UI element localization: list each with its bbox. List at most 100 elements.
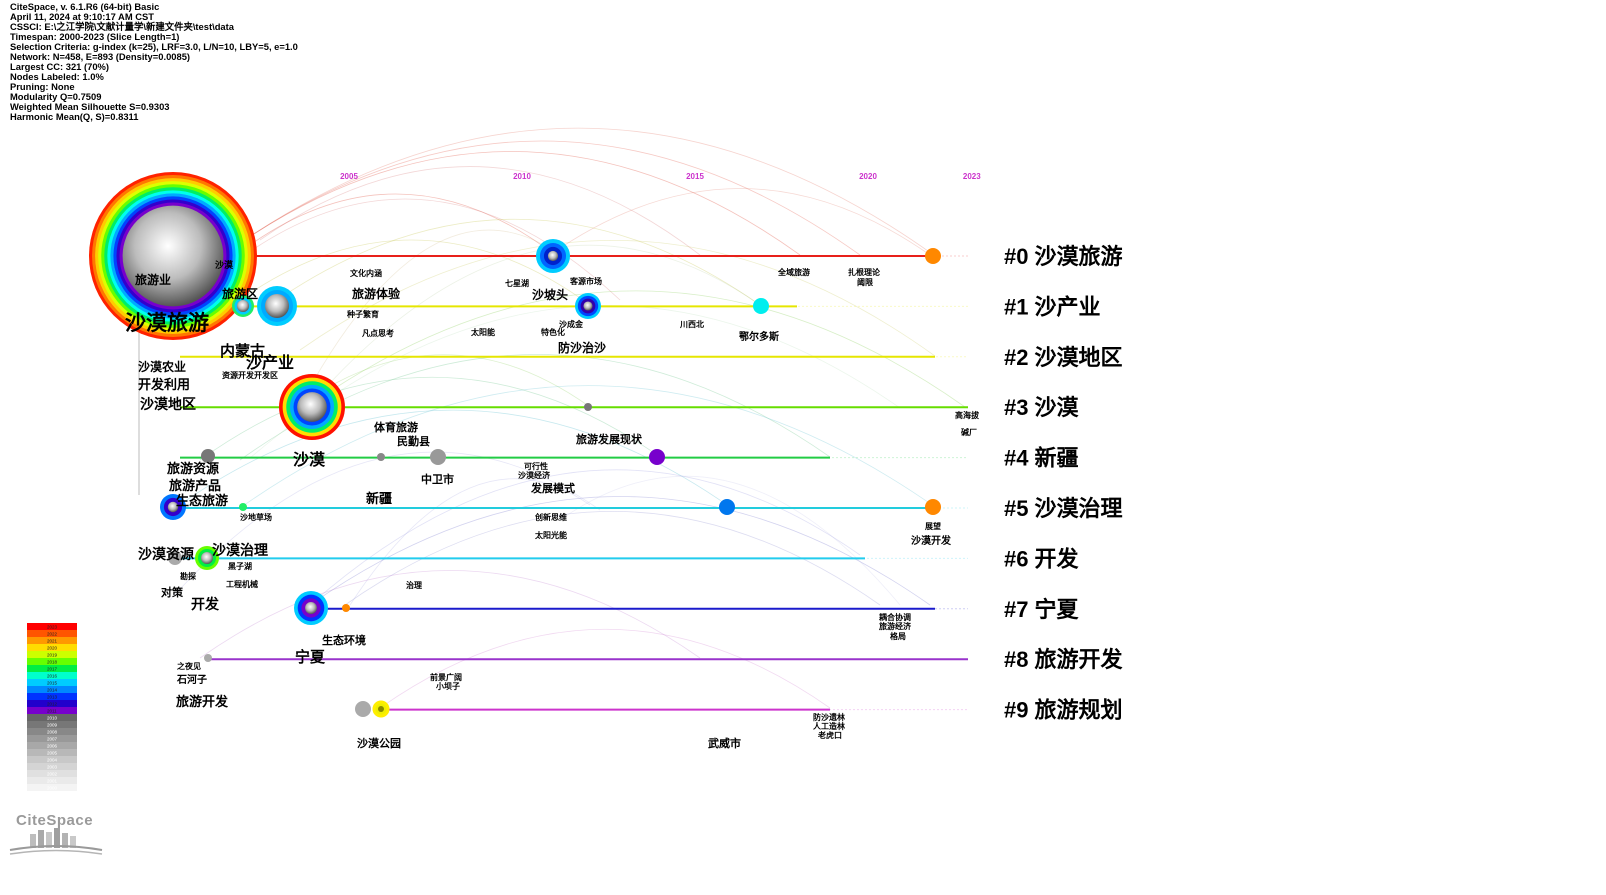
cluster-label[interactable]: #6 开发 — [1004, 546, 1079, 571]
keyword-label: 沙漠 — [293, 450, 326, 469]
cluster-label[interactable]: #1 沙产业 — [1004, 294, 1101, 319]
node-core — [167, 501, 179, 513]
cluster-label[interactable]: #7 宁夏 — [1004, 597, 1079, 622]
legend-swatch — [27, 784, 77, 791]
keyword-label: 旅游开发 — [176, 694, 229, 710]
legend-year: 2017 — [47, 667, 58, 672]
keyword-label: 沙漠治理 — [212, 542, 268, 559]
cluster-label[interactable]: #0 沙漠旅游 — [1004, 244, 1123, 269]
cluster-label[interactable]: #8 旅游开发 — [1004, 647, 1123, 672]
keyword-label: 可行性 — [524, 461, 548, 471]
legend-year: 2020 — [47, 646, 58, 651]
legend-swatch — [27, 756, 77, 763]
keyword-label: 沙漠旅游 — [125, 310, 209, 335]
keyword-label: 防沙治沙 — [558, 340, 606, 355]
cluster-label[interactable]: #3 沙漠 — [1004, 395, 1079, 420]
info-line: Harmonic Mean(Q, S)=0.8311 — [10, 111, 139, 122]
keyword-node[interactable] — [195, 546, 219, 570]
cluster-id: #6 — [1004, 546, 1028, 571]
citation-arc — [349, 478, 591, 606]
keyword-node[interactable] — [89, 172, 257, 340]
keyword-node[interactable] — [201, 449, 215, 463]
keyword-label: 民勤县 — [397, 434, 430, 448]
legend-swatch — [27, 665, 77, 672]
legend-swatch — [27, 637, 77, 644]
keyword-node[interactable] — [925, 499, 941, 515]
legend-swatch — [27, 686, 77, 693]
keyword-node[interactable] — [536, 239, 570, 273]
info-line: Modularity Q=0.7509 — [10, 91, 102, 102]
legend-swatch — [27, 693, 77, 700]
keyword-node[interactable] — [160, 494, 186, 520]
keyword-label: 客源市场 — [569, 276, 602, 286]
keyword-node[interactable] — [232, 295, 254, 317]
legend-swatch — [27, 630, 77, 637]
legend-year: 2018 — [47, 660, 58, 665]
network-info-panel: CiteSpace, v. 6.1.R6 (64-bit) Basic April… — [10, 2, 298, 122]
info-line: CiteSpace, v. 6.1.R6 (64-bit) Basic — [10, 1, 160, 12]
cluster-label[interactable]: #4 新疆 — [1004, 446, 1079, 471]
citation-arc — [379, 628, 831, 709]
keyword-label: 旅游体验 — [352, 286, 401, 301]
keyword-label: 沙产业 — [246, 353, 294, 372]
keyword-label: 新疆 — [366, 491, 392, 507]
info-line: Network: N=458, E=893 (Density=0.0085) — [10, 51, 191, 62]
keyword-node[interactable] — [719, 499, 735, 515]
year-tick: 2020 — [859, 172, 877, 181]
keyword-nodes[interactable] — [89, 172, 941, 718]
cluster-id: #9 — [1004, 698, 1028, 723]
cluster-label[interactable]: #2 沙漠地区 — [1004, 345, 1123, 370]
keyword-label: 碱厂 — [961, 427, 977, 437]
citation-arc — [309, 469, 861, 606]
keyword-node[interactable] — [575, 293, 601, 319]
cluster-label[interactable]: #5 沙漠治理 — [1004, 496, 1123, 521]
keyword-node[interactable] — [649, 449, 665, 465]
legend-swatch — [27, 721, 77, 728]
cluster-name: 沙漠地区 — [1034, 345, 1122, 370]
cluster-name: 沙漠治理 — [1034, 496, 1122, 521]
legend-year: 2000 — [47, 786, 58, 791]
keyword-label: 沙漠地区 — [140, 396, 196, 413]
citation-arc — [299, 354, 591, 408]
cluster-timelines — [138, 255, 968, 711]
legend-swatch — [27, 672, 77, 679]
keyword-node[interactable] — [294, 591, 328, 625]
keyword-node[interactable] — [925, 248, 941, 264]
legend-swatch — [27, 623, 77, 630]
cluster-name: 旅游开发 — [1034, 647, 1123, 672]
keyword-node[interactable] — [753, 298, 769, 314]
legend-year: 2010 — [47, 716, 58, 721]
keyword-node[interactable] — [257, 286, 297, 326]
cluster-labels[interactable]: #0 沙漠旅游#1 沙产业#2 沙漠地区#3 沙漠#4 新疆#5 沙漠治理#6 开发#7 宁夏#… — [1004, 244, 1123, 723]
keyword-label: 旅游业 — [135, 272, 171, 287]
keyword-label: 老虎口 — [817, 730, 842, 740]
keyword-label: 七星湖 — [505, 278, 529, 288]
citation-arc — [239, 385, 936, 509]
keyword-node[interactable] — [584, 403, 592, 411]
keyword-node[interactable] — [279, 374, 345, 440]
legend-swatch — [27, 700, 77, 707]
cluster-label[interactable]: #9 旅游规划 — [1004, 698, 1123, 723]
keyword-label: 沙漠农业 — [138, 359, 186, 374]
cluster-id: #7 — [1004, 597, 1028, 622]
cluster-id: #1 — [1004, 294, 1028, 319]
cluster-name: 宁夏 — [1034, 597, 1079, 622]
citespace-logo — [9, 828, 103, 855]
keyword-node[interactable] — [168, 551, 182, 565]
keyword-node[interactable] — [355, 701, 371, 717]
year-axis: 200020052010201520202023 — [167, 172, 981, 181]
keyword-label: 旅游经济 — [879, 621, 912, 631]
year-color-legend: 2023 2022 2021 2020 2019 2018 2017 2016 2015 2014… — [27, 623, 77, 791]
keyword-node[interactable] — [342, 604, 350, 612]
keyword-node[interactable] — [204, 654, 212, 662]
node-core — [305, 602, 317, 614]
keyword-node[interactable] — [430, 449, 446, 465]
legend-year: 2003 — [47, 765, 58, 770]
keyword-label: 防沙遗林 — [813, 712, 845, 722]
keyword-node[interactable] — [377, 453, 385, 461]
keyword-label: 内蒙古 — [220, 342, 265, 360]
cluster-name: 沙漠 — [1034, 395, 1079, 420]
legend-year: 2022 — [47, 632, 58, 637]
keyword-node[interactable] — [239, 503, 247, 511]
